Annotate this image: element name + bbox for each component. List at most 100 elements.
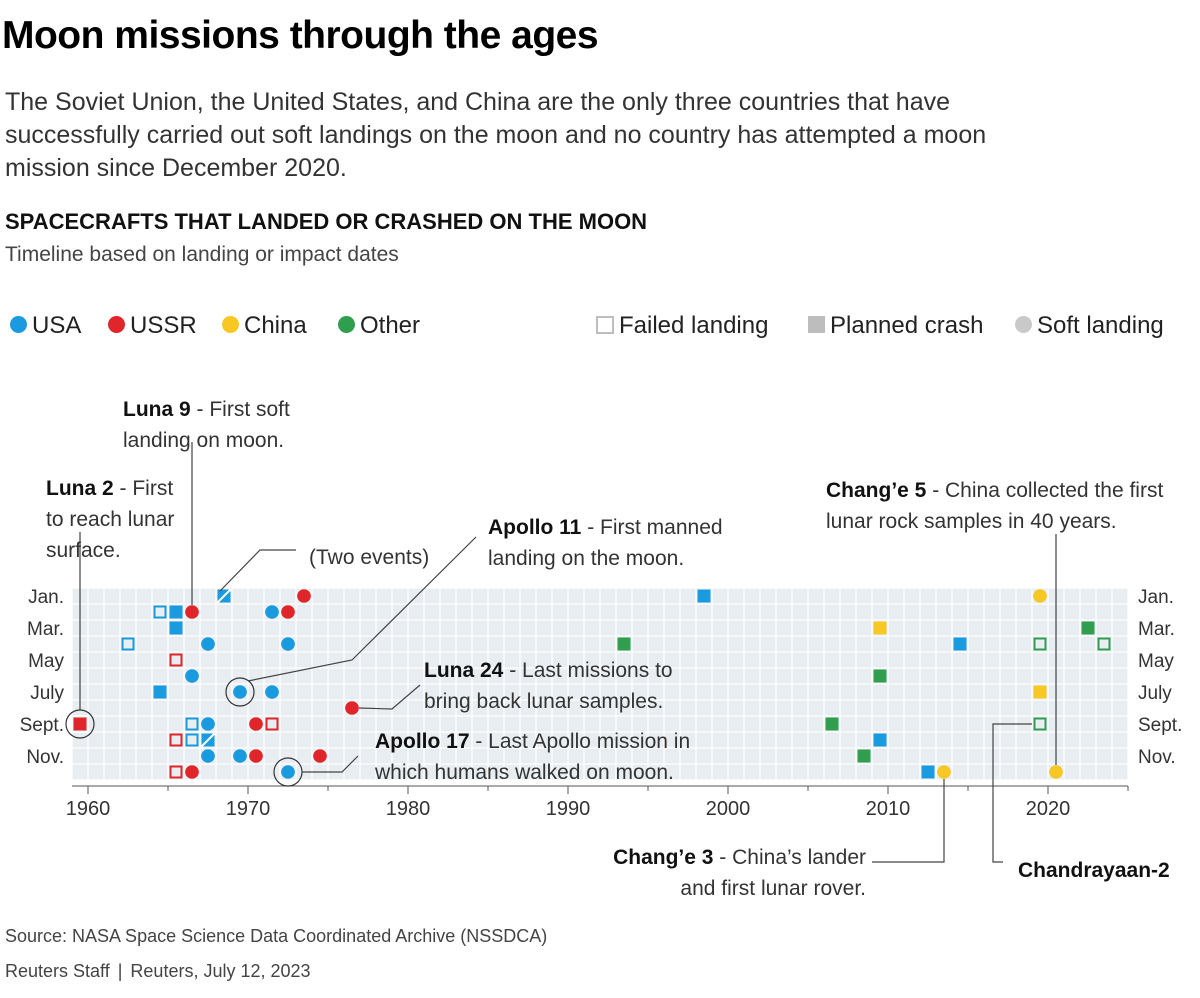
failed-landing-point [153, 605, 167, 619]
planned-crash-point [953, 637, 967, 651]
planned-crash-point [697, 589, 711, 603]
planned-crash-point [169, 605, 183, 619]
planned-crash-point [921, 765, 935, 779]
x-tick-label: 1980 [386, 798, 431, 820]
failed-landing-point [169, 765, 183, 779]
filled-square-icon [808, 316, 825, 334]
annotation-luna24: Luna 24 - Last missions to [424, 659, 673, 682]
legend-china: China [222, 312, 307, 340]
soft-landing-point [233, 685, 247, 699]
soft-landing-point [201, 749, 215, 763]
failed-landing-point [1033, 717, 1047, 731]
soft-landing-point [281, 605, 295, 619]
luna24-leader [358, 684, 421, 710]
planned-crash-point [1033, 685, 1047, 699]
credit-author: Reuters Staff [5, 961, 110, 981]
x-tick-label: 2010 [866, 798, 911, 820]
soft-landing-point [201, 637, 215, 651]
x-tick-label: 1960 [66, 798, 111, 820]
two-events-slash [216, 588, 232, 604]
x-tick-label: 2020 [1026, 798, 1071, 820]
failed-landing-point [1033, 637, 1047, 651]
soft-landing-point [937, 765, 951, 779]
failed-landing-point [185, 717, 199, 731]
annotation-luna24-line: bring back lunar samples. [424, 690, 663, 713]
ussr-dot-icon [108, 316, 125, 334]
y-tick-label-left: Mar. [27, 619, 64, 640]
planned-crash-point [617, 637, 631, 651]
y-tick-label-left: Nov. [26, 747, 64, 768]
soft-landing-point [249, 717, 263, 731]
china-dot-icon [222, 316, 239, 334]
soft-landing-point [185, 605, 199, 619]
planned-crash-point [825, 717, 839, 731]
soft-landing-point [313, 749, 327, 763]
chart-note: Timeline based on landing or impact date… [5, 243, 399, 266]
failed-landing-point [265, 717, 279, 731]
planned-crash-point [873, 669, 887, 683]
failed-landing-point [1097, 637, 1111, 651]
highlight-ring [225, 677, 255, 707]
apollo11-leader [247, 536, 477, 682]
change3-leader [872, 779, 945, 863]
x-tick-label: 1990 [546, 798, 591, 820]
hollow-square-icon [596, 315, 614, 334]
y-tick-label-right: Sept. [1138, 715, 1182, 736]
y-tick-label-right: Mar. [1138, 619, 1175, 640]
failed-landing-point [121, 637, 135, 651]
soft-landing-point [265, 685, 279, 699]
usa-dot-icon [10, 316, 27, 334]
y-tick-label-right: Jan. [1138, 587, 1174, 608]
y-tick-label-left: July [30, 683, 64, 704]
legend-ussr: USSR [108, 312, 197, 340]
annotation-two-events: (Two events) [309, 546, 429, 569]
planned-crash-point [169, 621, 183, 635]
annotation-change5-line: lunar rock samples in 40 years. [826, 510, 1117, 533]
soft-landing-point [281, 637, 295, 651]
annotation-luna2-line: to reach lunar [46, 508, 174, 531]
planned-crash-point [1081, 621, 1095, 635]
planned-crash-point [153, 685, 167, 699]
y-tick-label-left: May [28, 651, 64, 672]
legend-planned-crash: Planned crash [808, 312, 983, 340]
y-tick-label-right: July [1138, 683, 1172, 704]
legend-usa: USA [10, 312, 81, 340]
soft-landing-point [297, 589, 311, 603]
annotation-apollo11: Apollo 11 - First manned [488, 516, 723, 539]
legend-soft-landing: Soft landing [1015, 312, 1164, 340]
soft-landing-point [249, 749, 263, 763]
two-events-leader [219, 549, 296, 592]
annotation-apollo11-line: landing on the moon. [488, 547, 684, 570]
annotation-chandrayaan2: Chandrayaan-2 [1018, 859, 1170, 882]
source-note: Source: NASA Space Science Data Coordina… [5, 926, 548, 946]
other-dot-icon [338, 316, 355, 334]
chart-section-title: SPACECRAFTS THAT LANDED OR CRASHED ON TH… [5, 209, 648, 234]
legend-other: Other [338, 312, 420, 340]
annotation-change3: Chang’e 3 - China’s lander [613, 846, 866, 869]
page-subtitle: The Soviet Union, the United States, and… [5, 88, 987, 182]
x-tick-label: 2000 [706, 798, 751, 820]
page-title: Moon missions through the ages [2, 14, 599, 57]
soft-landing-point [345, 701, 359, 715]
y-tick-label-left: Jan. [28, 587, 64, 608]
annotation-change5: Chang’e 5 - China collected the first [826, 479, 1163, 502]
apollo17-leader [302, 755, 359, 773]
soft-landing-point [1033, 589, 1047, 603]
planned-crash-point [873, 733, 887, 747]
planned-crash-point [873, 621, 887, 635]
soft-landing-point [265, 605, 279, 619]
chandrayaan2-leader [992, 723, 1032, 863]
circle-icon [1015, 316, 1032, 334]
two-events-slash [200, 732, 216, 748]
credit-line: Reuters Staff | Reuters, July 12, 2023 [5, 961, 311, 982]
credit-separator: | [117, 961, 123, 981]
y-tick-label-right: May [1138, 651, 1174, 672]
x-tick-label: 1970 [226, 798, 271, 820]
y-tick-label-right: Nov. [1138, 747, 1176, 768]
soft-landing-point [185, 669, 199, 683]
y-tick-label-left: Sept. [20, 715, 64, 736]
failed-landing-point [169, 653, 183, 667]
soft-landing-point [185, 765, 199, 779]
annotation-luna9-line: landing on moon. [123, 429, 284, 452]
